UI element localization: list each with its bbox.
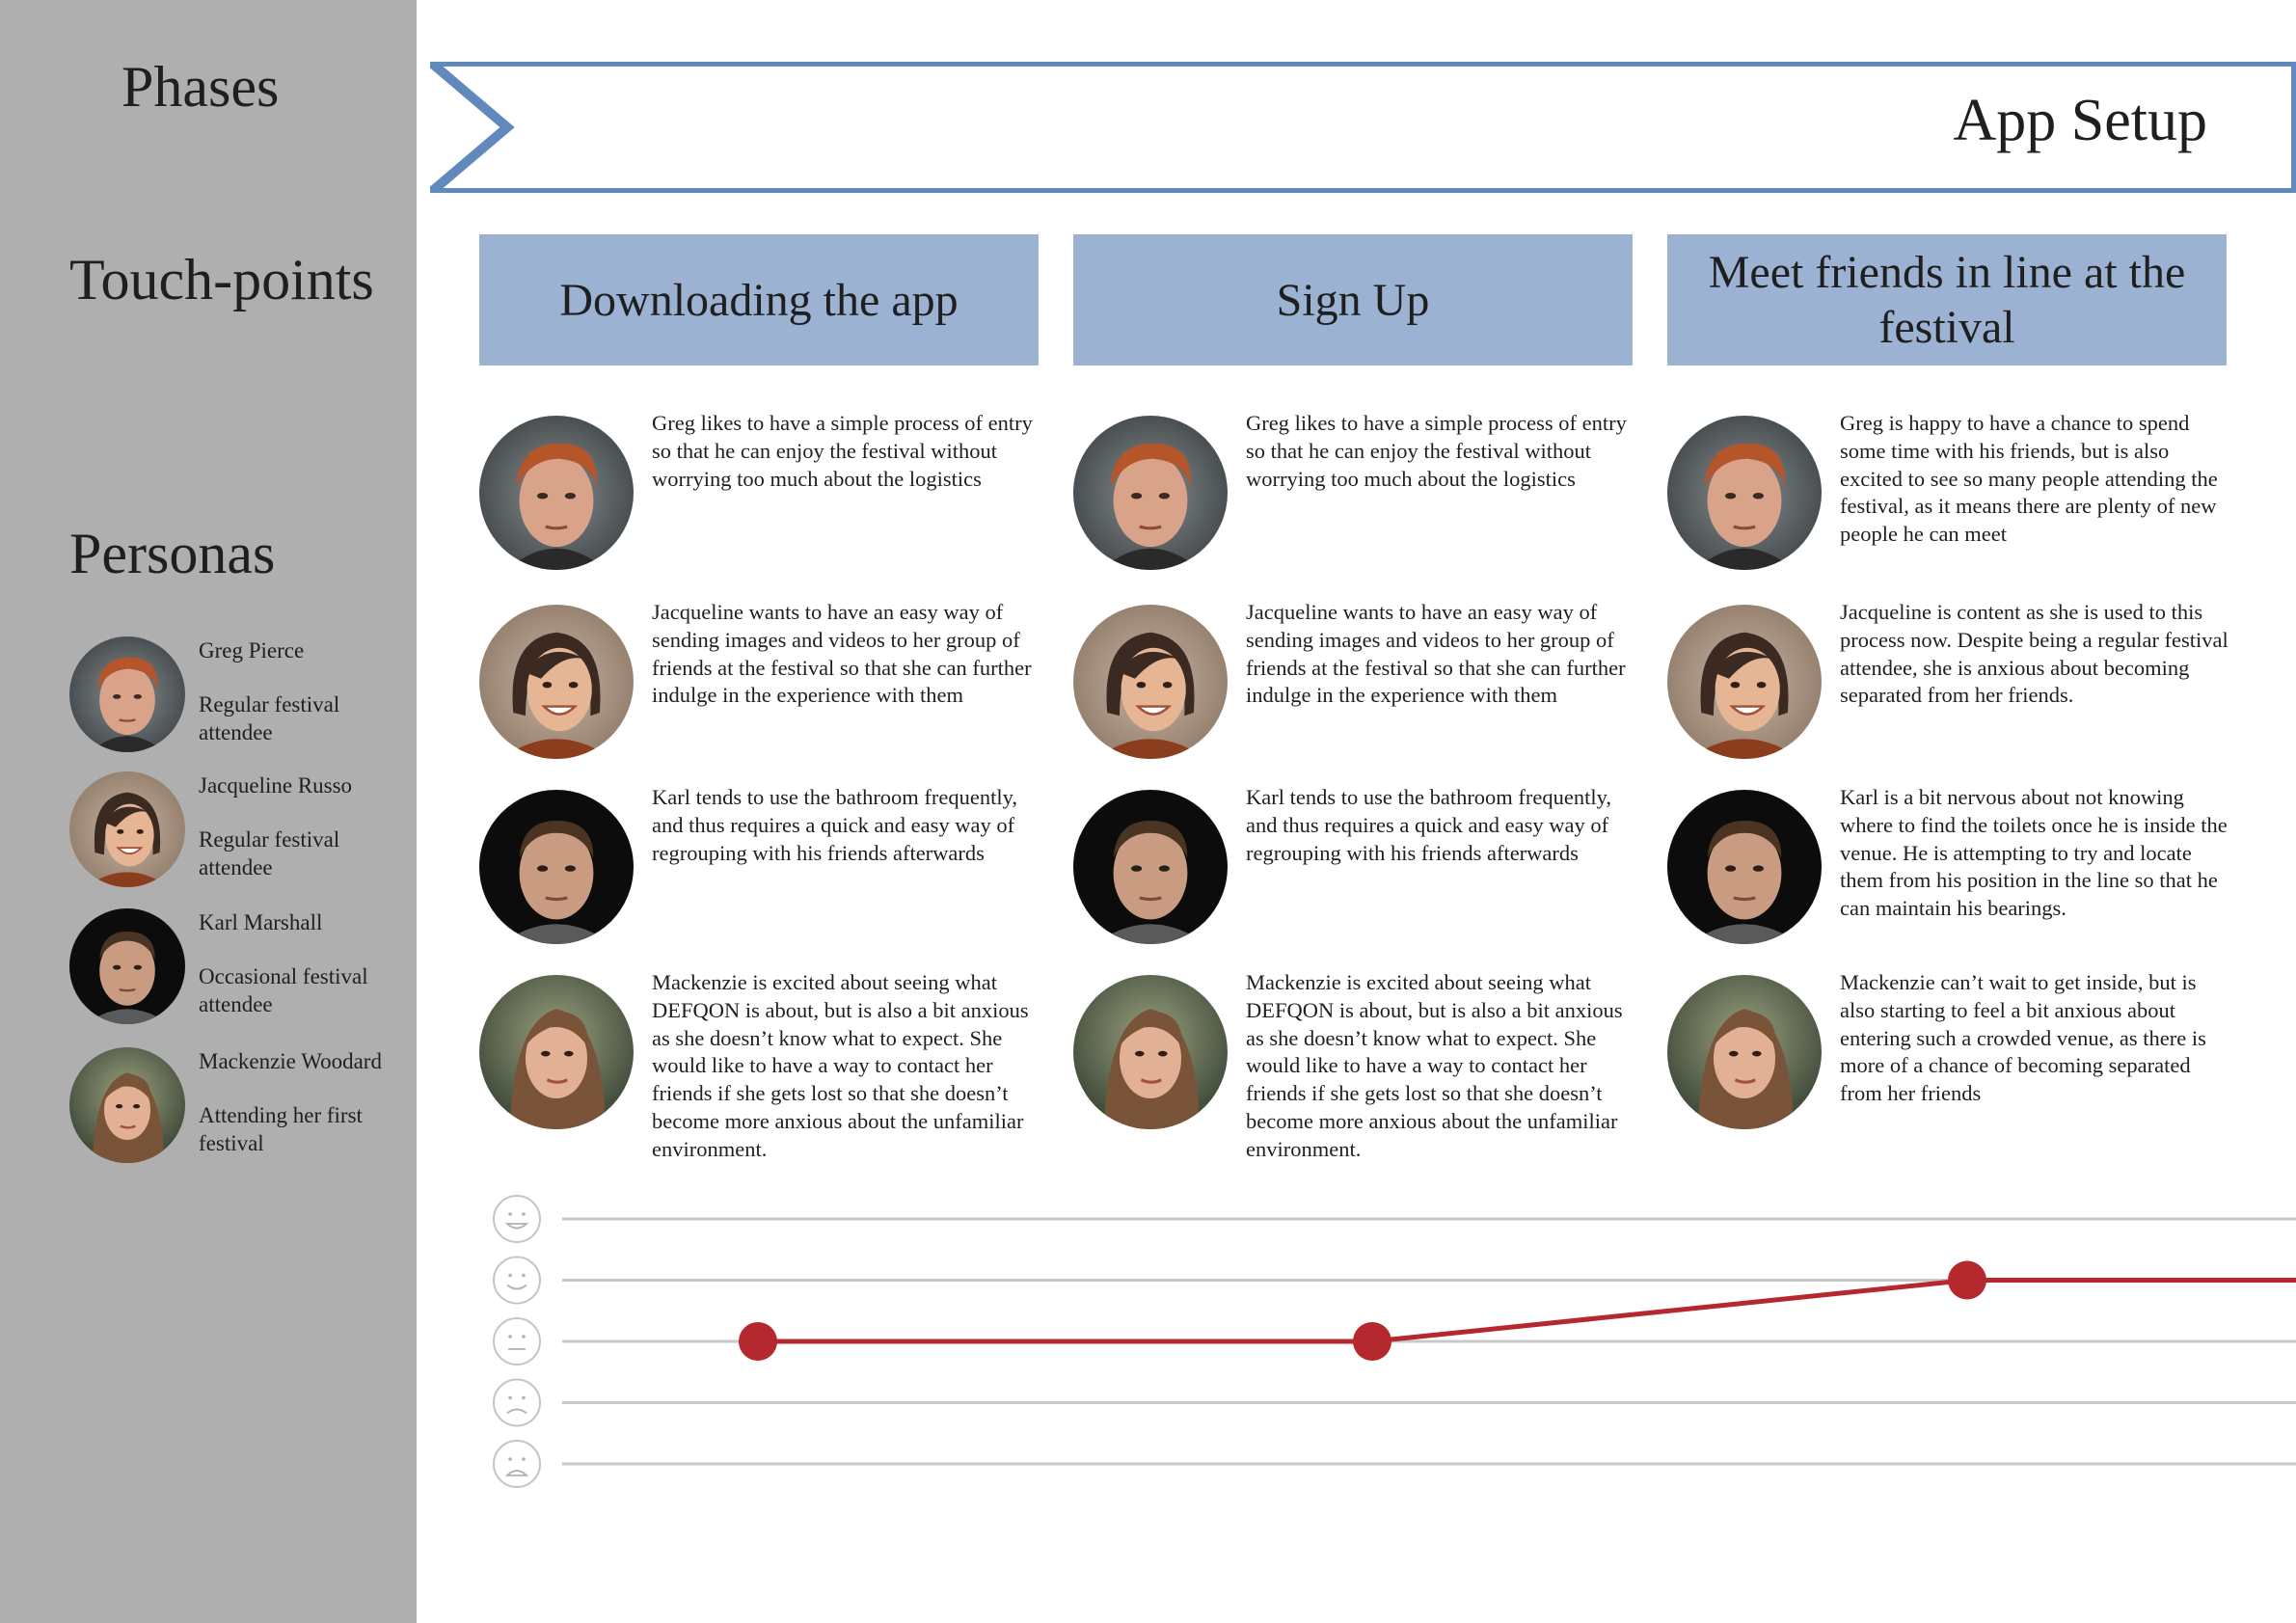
neutral-face-icon — [493, 1317, 541, 1366]
mackenzie-avatar — [1667, 975, 1822, 1129]
touchpoint-downloading-app: Downloading the app — [479, 234, 1039, 365]
happy-face-icon — [493, 1256, 541, 1305]
touchpoint-meet-friends: Meet friends in line at the festival — [1667, 234, 2227, 365]
persona-name: Mackenzie Woodard — [199, 1049, 382, 1073]
persona-description: Attending her first festival — [199, 1103, 363, 1155]
persona-greg: Greg Pierce Regular festival attendee — [69, 636, 397, 762]
emotion-point-3 — [1948, 1260, 1986, 1300]
emotion-line — [758, 1278, 2296, 1344]
persona-description: Regular festival attendee — [199, 827, 340, 879]
note-greg-downloading: Greg likes to have a simple process of e… — [479, 411, 1039, 589]
persona-name: Karl Marshall — [199, 910, 323, 934]
note-greg-meet-friends: Greg is happy to have a chance to spend … — [1667, 411, 2227, 589]
greg-avatar — [69, 636, 185, 752]
sidebar: Phases Touch-points Personas Greg Pierce… — [0, 0, 417, 1623]
note-karl-signup: Karl tends to use the bathroom frequentl… — [1073, 785, 1633, 963]
emotion-curve — [739, 1260, 2296, 1361]
karl-avatar — [69, 908, 185, 1024]
touchpoints-label: Touch-points — [69, 248, 374, 311]
jacqueline-avatar — [69, 771, 185, 887]
phase-title: App Setup — [1953, 88, 2208, 153]
emotion-scale-icons — [493, 1195, 541, 1488]
persona-karl: Karl Marshall Occasional festival attend… — [69, 908, 397, 1034]
persona-name: Jacqueline Russo — [199, 773, 353, 798]
greg-avatar — [1073, 416, 1228, 570]
jacqueline-avatar — [1073, 605, 1228, 759]
mackenzie-avatar — [479, 975, 634, 1129]
note-greg-signup: Greg likes to have a simple process of e… — [1073, 411, 1633, 589]
note-mackenzie-meet-friends: Mackenzie can’t wait to get inside, but … — [1667, 970, 2227, 1149]
note-text: Karl tends to use the bathroom frequentl… — [1246, 785, 1612, 865]
note-text: Jacqueline wants to have an easy way of … — [652, 600, 1032, 708]
note-text: Greg likes to have a simple process of e… — [652, 411, 1033, 491]
phase-chevron-outline — [430, 62, 2296, 193]
karl-avatar — [1073, 790, 1228, 944]
karl-avatar — [479, 790, 634, 944]
mackenzie-avatar — [69, 1047, 185, 1163]
note-text: Mackenzie is excited about seeing what D… — [652, 970, 1029, 1161]
emotion-point-2 — [1353, 1322, 1391, 1361]
touchpoint-sign-up: Sign Up — [1073, 234, 1633, 365]
persona-name: Greg Pierce — [199, 638, 305, 663]
note-text: Jacqueline wants to have an easy way of … — [1246, 600, 1626, 708]
greg-avatar — [1667, 416, 1822, 570]
personas-label: Personas — [69, 522, 276, 585]
note-text: Greg likes to have a simple process of e… — [1246, 411, 1627, 491]
note-karl-downloading: Karl tends to use the bathroom frequentl… — [479, 785, 1039, 963]
note-jacqueline-downloading: Jacqueline wants to have an easy way of … — [479, 600, 1039, 778]
very-happy-face-icon — [493, 1195, 541, 1243]
note-text: Karl is a bit nervous about not knowing … — [1840, 785, 2228, 921]
note-text: Jacqueline is content as she is used to … — [1840, 600, 2228, 708]
note-text: Mackenzie is excited about seeing what D… — [1246, 970, 1623, 1161]
note-jacqueline-signup: Jacqueline wants to have an easy way of … — [1073, 600, 1633, 778]
persona-description: Occasional festival attendee — [199, 964, 368, 1016]
note-text: Greg is happy to have a chance to spend … — [1840, 411, 2218, 547]
persona-jacqueline: Jacqueline Russo Regular festival attend… — [69, 771, 397, 897]
phases-label: Phases — [122, 55, 280, 119]
note-text: Mackenzie can’t wait to get inside, but … — [1840, 970, 2206, 1106]
note-jacqueline-meet-friends: Jacqueline is content as she is used to … — [1667, 600, 2228, 778]
jacqueline-avatar — [479, 605, 634, 759]
sad-face-icon — [493, 1378, 541, 1427]
phase-banner — [430, 62, 2296, 193]
note-mackenzie-signup: Mackenzie is excited about seeing what D… — [1073, 970, 1633, 1161]
note-karl-meet-friends: Karl is a bit nervous about not knowing … — [1667, 785, 2228, 963]
greg-avatar — [479, 416, 634, 570]
jacqueline-avatar — [1667, 605, 1822, 759]
note-mackenzie-downloading: Mackenzie is excited about seeing what D… — [479, 970, 1039, 1161]
note-text: Karl tends to use the bathroom frequentl… — [652, 785, 1018, 865]
karl-avatar — [1667, 790, 1822, 944]
persona-mackenzie: Mackenzie Woodard Attending her first fe… — [69, 1047, 397, 1173]
persona-description: Regular festival attendee — [199, 692, 340, 744]
very-sad-face-icon — [493, 1440, 541, 1488]
mackenzie-avatar — [1073, 975, 1228, 1129]
emotion-point-1 — [739, 1322, 777, 1361]
